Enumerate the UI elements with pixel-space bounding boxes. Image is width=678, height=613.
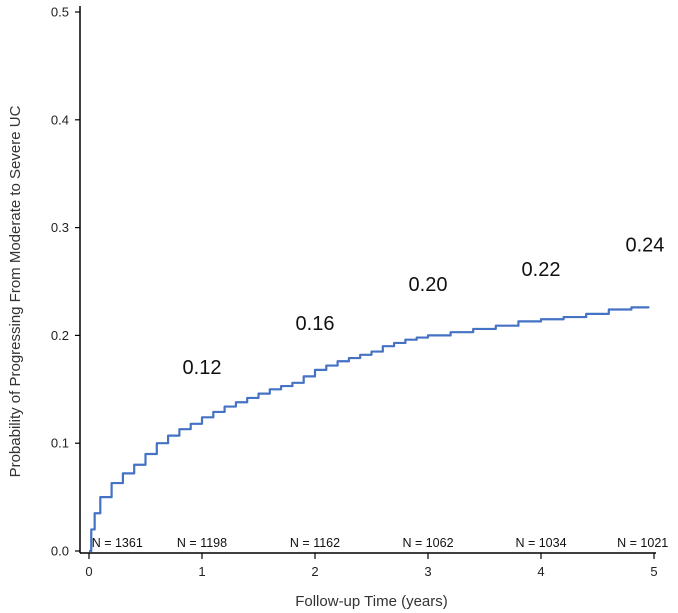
x-tick-label: 1 — [198, 564, 205, 579]
at-risk-label: N = 1062 — [402, 536, 453, 550]
x-axis-title: Follow-up Time (years) — [295, 593, 448, 610]
probability-annotation: 0.16 — [296, 313, 335, 335]
x-tick-label: 5 — [650, 564, 657, 579]
probability-annotation: 0.12 — [183, 357, 222, 379]
at-risk-label: N = 1198 — [177, 536, 227, 550]
number-at-risk-labels: N = 1361 N = 1198 N = 1162 N = 1062 N = 1034… — [92, 536, 669, 550]
y-tick-label: 0.3 — [51, 220, 69, 235]
at-risk-label: N = 1034 — [515, 536, 566, 550]
at-risk-label: N = 1361 — [92, 536, 143, 550]
probability-annotation: 0.22 — [522, 259, 561, 281]
at-risk-label: N = 1162 — [290, 536, 340, 550]
y-tick-label: 0.1 — [51, 436, 69, 451]
probability-annotation: 0.20 — [409, 274, 448, 296]
y-axis-title: Probability of Progressing From Moderate… — [7, 105, 24, 477]
y-tick-label: 0.0 — [51, 544, 69, 559]
cumulative-incidence-line — [89, 306, 650, 553]
x-tick-label: 0 — [85, 564, 92, 579]
y-tick-label: 0.2 — [51, 328, 69, 343]
axes — [79, 6, 656, 554]
y-tick-label: 0.4 — [51, 112, 69, 127]
y-tick-label: 0.5 — [51, 5, 69, 20]
x-ticks: 0 1 2 3 4 5 — [85, 553, 658, 579]
probability-annotations: 0.12 0.16 0.20 0.22 0.24 — [183, 234, 665, 379]
at-risk-label: N = 1021 — [617, 536, 668, 550]
x-tick-label: 3 — [424, 564, 431, 579]
x-tick-label: 4 — [537, 564, 544, 579]
probability-annotation: 0.24 — [625, 234, 664, 256]
x-tick-label: 2 — [311, 564, 318, 579]
y-ticks: 0.0 0.1 0.2 0.3 0.4 0.5 — [51, 5, 80, 559]
